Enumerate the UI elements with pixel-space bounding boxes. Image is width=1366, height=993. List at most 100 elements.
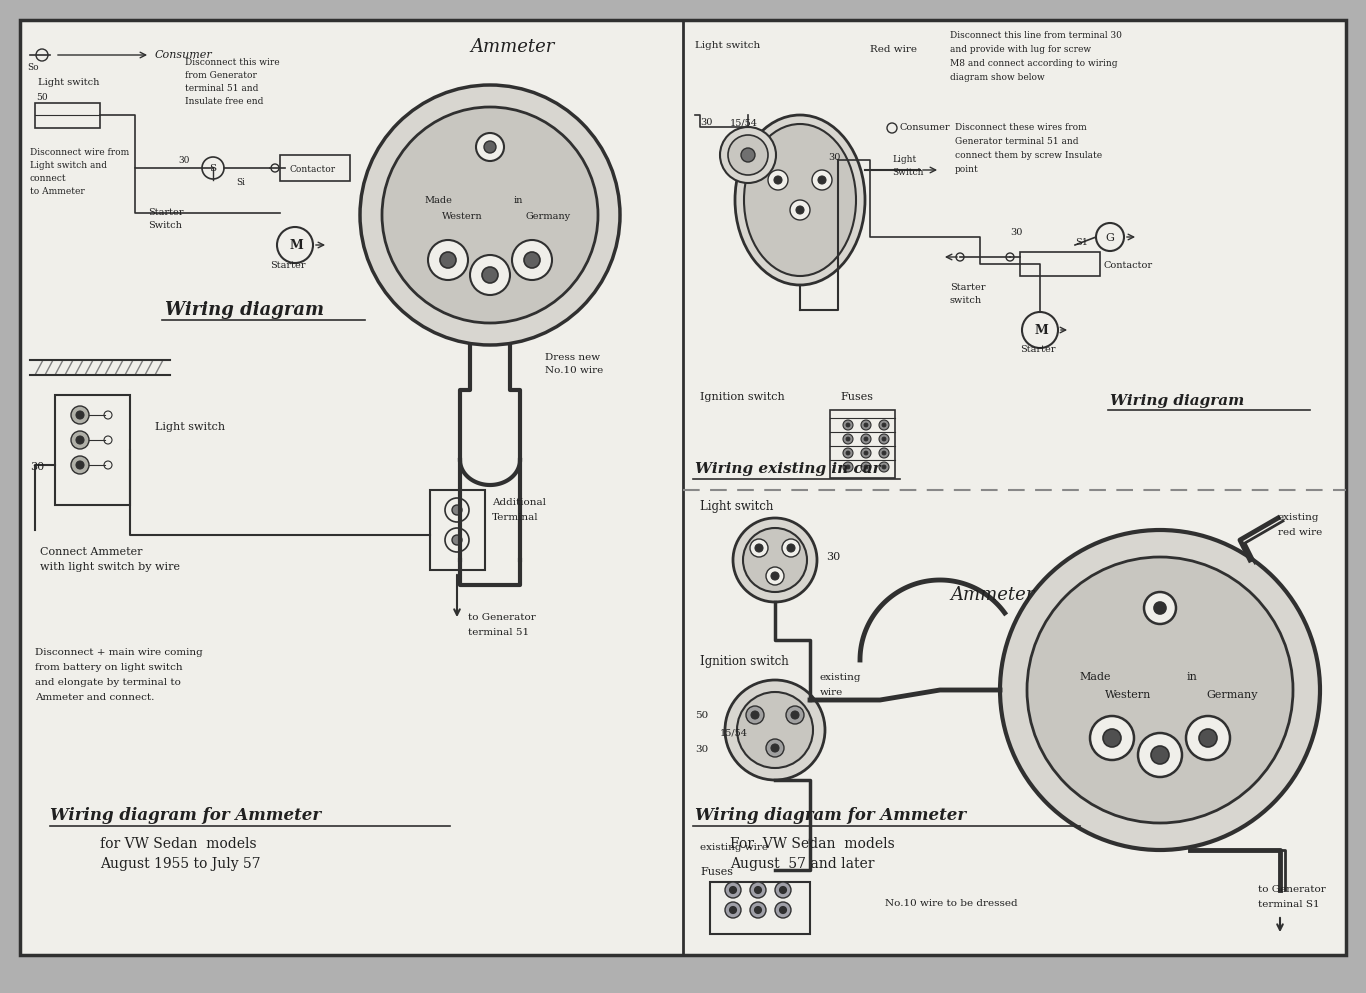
Circle shape [878,448,889,458]
Circle shape [755,544,764,552]
Text: in: in [1187,672,1198,682]
Circle shape [728,135,768,175]
Circle shape [887,123,897,133]
Text: connect: connect [30,174,67,183]
Circle shape [734,518,817,602]
Text: Dress new: Dress new [545,353,600,362]
Text: Disconnect these wires from: Disconnect these wires from [955,123,1087,132]
Text: point: point [955,165,979,174]
Circle shape [751,711,759,719]
Circle shape [470,255,510,295]
Circle shape [71,406,89,424]
Circle shape [768,170,788,190]
Text: 50: 50 [36,93,48,102]
Text: Switch: Switch [148,221,182,230]
Circle shape [382,107,598,323]
Text: red wire: red wire [1279,528,1322,537]
Text: 30: 30 [695,745,708,754]
Text: No.10 wire to be dressed: No.10 wire to be dressed [885,899,1018,908]
Circle shape [770,572,779,580]
Circle shape [1005,253,1014,261]
Circle shape [1102,729,1121,747]
Bar [710,882,810,934]
Circle shape [861,448,872,458]
Text: Disconnect this line from terminal 30: Disconnect this line from terminal 30 [949,31,1121,40]
Text: from Generator: from Generator [184,71,257,80]
Text: No.10 wire: No.10 wire [545,366,604,375]
Text: existing: existing [820,673,862,682]
Text: Light switch: Light switch [695,41,761,50]
Text: Red wire: Red wire [870,45,917,54]
Circle shape [865,423,867,427]
Text: and provide with lug for screw: and provide with lug for screw [949,45,1091,54]
Text: So: So [27,63,38,72]
Text: M: M [290,239,303,252]
Text: in: in [514,196,523,205]
Circle shape [76,461,83,469]
Text: Wiring diagram: Wiring diagram [1111,394,1244,408]
Circle shape [865,451,867,455]
Circle shape [766,739,784,757]
Text: Ammeter and connect.: Ammeter and connect. [36,693,154,702]
Text: Wiring diagram for Ammeter: Wiring diagram for Ammeter [51,807,321,824]
Text: Wiring diagram for Ammeter: Wiring diagram for Ammeter [695,807,966,824]
Circle shape [36,49,48,61]
Circle shape [750,902,766,918]
Text: Starter: Starter [148,208,183,217]
Bar [1020,252,1100,276]
Circle shape [785,706,805,724]
Text: Starter: Starter [949,283,985,292]
Text: Ignition switch: Ignition switch [699,655,788,668]
Circle shape [512,240,552,280]
Text: terminal 51: terminal 51 [469,628,529,637]
Text: Fuses: Fuses [840,392,873,402]
Text: 30: 30 [828,153,840,162]
Text: Additional: Additional [492,498,546,507]
Text: S1: S1 [1075,238,1087,247]
Text: Wiring diagram: Wiring diagram [165,301,324,319]
Circle shape [71,456,89,474]
Ellipse shape [744,124,856,276]
Circle shape [775,902,791,918]
Ellipse shape [735,115,865,285]
Circle shape [861,462,872,472]
Circle shape [482,267,499,283]
Circle shape [846,451,850,455]
Text: from battery on light switch: from battery on light switch [36,663,183,672]
Text: S: S [209,164,216,173]
Circle shape [878,434,889,444]
Circle shape [780,887,787,894]
Text: G: G [1105,233,1113,243]
Circle shape [270,164,279,172]
Circle shape [882,465,887,469]
Circle shape [1090,716,1134,760]
Text: with light switch by wire: with light switch by wire [40,562,180,572]
Text: Disconnect this wire: Disconnect this wire [184,58,280,67]
Circle shape [791,711,799,719]
Circle shape [445,498,469,522]
Text: M8 and connect according to wiring: M8 and connect according to wiring [949,59,1117,68]
Text: Made: Made [1079,672,1111,682]
Text: Ignition switch: Ignition switch [699,392,784,402]
Text: Starter: Starter [270,261,306,270]
Text: 15/54: 15/54 [729,118,758,127]
Text: 30: 30 [1009,228,1022,237]
Circle shape [104,411,112,419]
Circle shape [1154,602,1167,614]
Circle shape [475,133,504,161]
Bar [280,155,350,181]
Circle shape [452,535,462,545]
Text: Light: Light [892,155,917,164]
Circle shape [882,451,887,455]
Text: Wiring existing in car: Wiring existing in car [695,462,881,476]
Bar [831,410,895,478]
Circle shape [766,567,784,585]
Circle shape [750,882,766,898]
Circle shape [770,744,779,752]
Circle shape [843,462,852,472]
Circle shape [846,437,850,441]
Text: Terminal: Terminal [492,513,538,522]
Text: terminal 51 and: terminal 51 and [184,84,258,93]
Text: Contactor: Contactor [290,165,336,174]
Circle shape [796,206,805,214]
